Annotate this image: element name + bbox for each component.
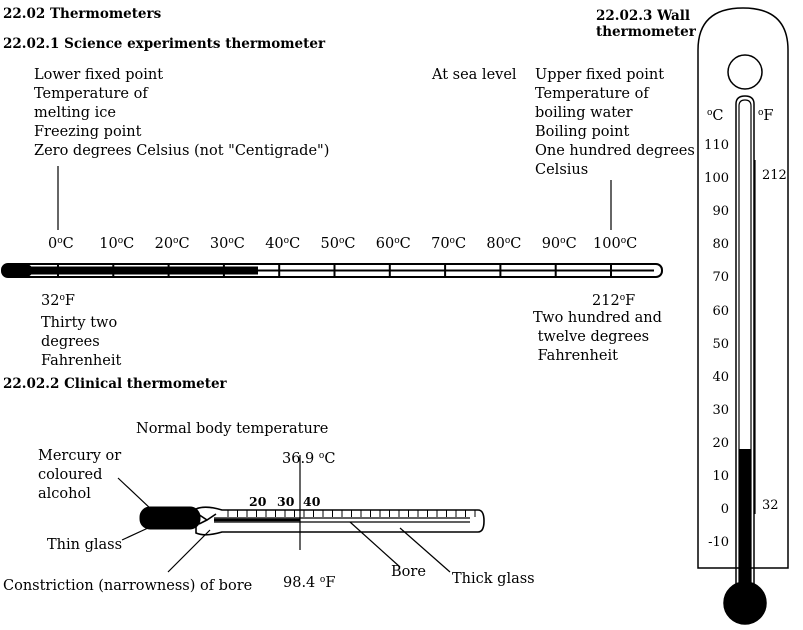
- fahrenheit-212-label: 212oF: [592, 293, 636, 309]
- wall-liquid-column: [739, 449, 751, 589]
- hanging-hole: [727, 54, 763, 90]
- fahrenheit-32-label: 32oF: [41, 293, 75, 309]
- bore-label: Bore: [391, 564, 426, 580]
- mercury-or-alcohol-label: Mercury or coloured alcohol: [38, 448, 122, 502]
- wall-fahrenheit-header: oF: [758, 108, 774, 124]
- at-sea-level-label: At sea level: [432, 67, 517, 83]
- celsius-tick-label: 10oC: [99, 236, 135, 252]
- clinical-heading: 22.02.2 Clinical thermometer: [3, 376, 227, 392]
- wall-celsius-label: 100: [704, 171, 729, 187]
- clinical-scale-label: 40: [303, 494, 321, 509]
- science-thermometer: [1, 166, 663, 278]
- thin-glass-label: Thin glass: [47, 537, 123, 553]
- wall-celsius-label: 40: [712, 369, 729, 385]
- main-heading: 22.02 Thermometers: [3, 6, 162, 22]
- celsius-tick-label: 100oC: [593, 236, 638, 252]
- celsius-tick-label: 0oC: [48, 236, 74, 252]
- wall-celsius-label: 70: [712, 270, 729, 286]
- wall-celsius-label: 110: [704, 138, 729, 153]
- constriction-label: Constriction (narrowness) of bore: [3, 578, 253, 594]
- thick-glass-label: Thick glass: [452, 571, 535, 587]
- wall-thermometer: [697, 7, 789, 625]
- wall-heading: 22.02.3 Wall thermometer: [596, 8, 696, 40]
- celsius-tick-label: 90oC: [541, 236, 577, 252]
- thin-glass-pointer: [121, 527, 149, 541]
- wall-tube: [735, 95, 755, 585]
- celsius-tick-label: 70oC: [431, 236, 467, 252]
- wall-celsius-label: 10: [712, 469, 729, 484]
- wall-fahrenheit-32: 32: [762, 498, 779, 513]
- wall-bulb: [723, 581, 767, 625]
- normal-body-temperature-label: Normal body temperature: [136, 421, 329, 437]
- wall-celsius-label: 50: [712, 336, 729, 352]
- celsius-tick-label: 50oC: [320, 236, 356, 252]
- celsius-tick-label: 80oC: [486, 236, 522, 252]
- constriction-pointer: [167, 529, 211, 573]
- wall-celsius-label: 60: [712, 303, 729, 319]
- wall-celsius-label: 30: [712, 402, 729, 418]
- wall-celsius-label: 0: [720, 502, 729, 518]
- clinical-bulb: [139, 506, 201, 530]
- clinical-thermometer: [117, 455, 485, 573]
- science-bulb: [1, 264, 33, 277]
- wall-fahrenheit-212: 212: [762, 168, 787, 183]
- body-temperature-fahrenheit: 98.4 oF: [283, 575, 336, 591]
- thirty-two-degrees-words: Thirty two degrees Fahrenheit: [41, 315, 122, 369]
- clinical-scale-label: 30: [277, 494, 295, 509]
- thick-glass-pointer: [399, 527, 451, 573]
- lower-fixed-point-description: Lower fixed point Temperature of melting…: [34, 67, 330, 159]
- mercury-label-pointer: [117, 477, 153, 511]
- two-twelve-degrees-words: Two hundred and twelve degrees Fahrenhei…: [533, 310, 662, 364]
- constriction-shape: [197, 513, 217, 525]
- celsius-tick-label: 30oC: [209, 236, 245, 252]
- wall-celsius-label: 20: [712, 435, 729, 451]
- celsius-tick-label: 20oC: [154, 236, 190, 252]
- upper-fixed-point-description: Upper fixed point Temperature of boiling…: [535, 67, 695, 178]
- science-mercury-column: [30, 266, 258, 275]
- celsius-tick-label: 60oC: [375, 236, 411, 252]
- clinical-scale-label: 20: [249, 494, 267, 509]
- wall-board: [697, 7, 789, 569]
- science-heading: 22.02.1 Science experiments thermometer: [3, 36, 326, 52]
- bore-pointer: [349, 521, 401, 568]
- celsius-tick-label: 40oC: [265, 236, 301, 252]
- body-temperature-celsius: 36.9 oC: [282, 451, 336, 467]
- wall-celsius-header: oC: [707, 108, 724, 124]
- wall-celsius-label: 90: [712, 204, 729, 220]
- wall-celsius-label: -10: [708, 535, 729, 551]
- wall-celsius-label: 80: [712, 237, 729, 253]
